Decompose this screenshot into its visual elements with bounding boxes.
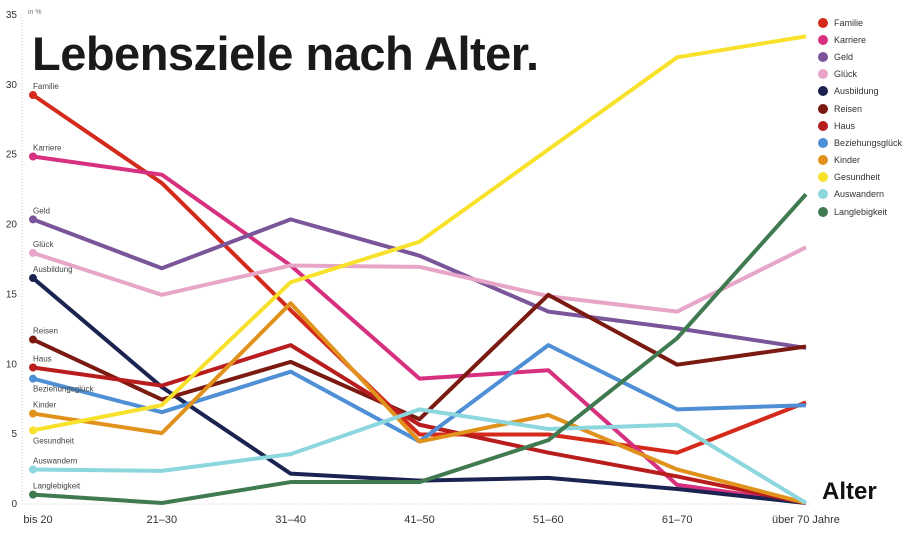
- legend-marker-icon: [818, 206, 828, 217]
- data-point: [29, 248, 37, 257]
- legend-label: Beziehungsglück: [834, 137, 903, 148]
- legend-item: Glück: [818, 66, 902, 83]
- data-point: [29, 426, 37, 435]
- legend-item: Gesundheit: [818, 169, 902, 186]
- series-line-haus: [32, 343, 807, 505]
- y-tick-label: 0: [11, 499, 17, 510]
- data-point: [29, 363, 37, 372]
- legend: Familie Karriere Geld Glück Ausbildung Reisen…: [818, 14, 902, 220]
- legend-label: Kinder: [834, 155, 861, 166]
- series-line-reisen: [32, 292, 807, 422]
- legend-label: Geld: [834, 51, 854, 62]
- legend-marker-icon: [818, 137, 828, 148]
- x-tick-label: 31–40: [275, 514, 306, 526]
- legend-marker-icon: [818, 51, 828, 62]
- data-point: [29, 490, 37, 499]
- legend-item: Beziehungsglück: [818, 134, 902, 151]
- y-tick-label: 35: [6, 10, 18, 21]
- series-start-label: Langlebigkeit: [33, 482, 81, 491]
- legend-item: Reisen: [818, 100, 902, 117]
- legend-marker-icon: [818, 120, 828, 131]
- x-tick-label: bis 20: [23, 514, 52, 526]
- series-line-langlebigkeit: [32, 192, 808, 505]
- series-line-karriere: [32, 154, 807, 505]
- data-point: [29, 91, 37, 100]
- legend-marker-icon: [818, 155, 828, 166]
- y-tick-label: 25: [6, 150, 18, 161]
- legend-item: Haus: [818, 117, 902, 134]
- series-line-familie: [31, 93, 807, 455]
- legend-item: Ausbildung: [818, 83, 902, 100]
- x-tick-label: 61–70: [662, 514, 693, 526]
- series-start-label: Karriere: [33, 144, 62, 153]
- legend-marker-icon: [818, 69, 828, 80]
- series-line-geld: [32, 217, 807, 350]
- series-start-label: Glück: [33, 240, 54, 249]
- series-start-label: Kinder: [33, 401, 56, 410]
- legend-marker-icon: [818, 34, 828, 45]
- series-start-label: Beziehungsglück: [33, 385, 94, 394]
- legend-label: Reisen: [834, 103, 863, 114]
- legend-marker-icon: [818, 17, 828, 28]
- series-start-label: Haus: [33, 354, 52, 363]
- legend-label: Ausbildung: [834, 86, 879, 97]
- legend-label: Auswandern: [834, 189, 885, 200]
- data-point: [29, 374, 37, 383]
- x-axis-title: Alter: [822, 478, 877, 505]
- y-tick-label: 30: [6, 80, 18, 91]
- series-line-glück: [32, 245, 807, 314]
- legend-label: Karriere: [834, 34, 867, 45]
- series-start-label: Ausbildung: [33, 265, 73, 274]
- series-start-label: Geld: [33, 206, 50, 215]
- legend-label: Glück: [834, 69, 858, 80]
- legend-item: Auswandern: [818, 186, 902, 203]
- x-tick-label: 41–50: [404, 514, 435, 526]
- series-line-gesundheit: [32, 34, 807, 433]
- legend-item: Familie: [818, 14, 902, 31]
- x-tick-label: 51–60: [533, 514, 564, 526]
- data-point: [29, 274, 37, 283]
- legend-item: Langlebigkeit: [818, 203, 902, 220]
- legend-marker-icon: [818, 172, 828, 183]
- series-start-label: Auswandern: [33, 456, 77, 465]
- y-tick-label: 5: [11, 429, 17, 440]
- x-tick-label: 21–30: [147, 514, 178, 526]
- legend-marker-icon: [818, 103, 828, 114]
- series-start-label: Reisen: [33, 327, 58, 336]
- legend-item: Geld: [818, 48, 902, 65]
- legend-marker-icon: [818, 189, 828, 200]
- data-point: [29, 335, 37, 344]
- legend-item: Karriere: [818, 31, 902, 48]
- legend-marker-icon: [818, 86, 828, 97]
- legend-label: Haus: [834, 120, 856, 131]
- series-line-auswandern: [32, 407, 808, 505]
- data-point: [29, 215, 37, 224]
- y-tick-label: 15: [6, 289, 18, 300]
- series-start-label: Familie: [33, 82, 59, 91]
- legend-label: Familie: [834, 17, 864, 28]
- chart-title: Lebensziele nach Alter.: [32, 27, 539, 80]
- y-tick-label: 10: [6, 359, 18, 370]
- series-line-kinder: [32, 301, 807, 505]
- data-point: [29, 409, 37, 418]
- legend-label: Gesundheit: [834, 172, 881, 183]
- x-tick-label: über 70 Jahre: [772, 514, 840, 526]
- data-point: [29, 152, 37, 161]
- legend-label: Langlebigkeit: [834, 206, 888, 217]
- legend-item: Kinder: [818, 152, 902, 169]
- unit-label: in %: [28, 9, 42, 16]
- series-start-label: Gesundheit: [33, 436, 75, 445]
- y-tick-label: 20: [6, 220, 18, 231]
- data-point: [29, 465, 37, 474]
